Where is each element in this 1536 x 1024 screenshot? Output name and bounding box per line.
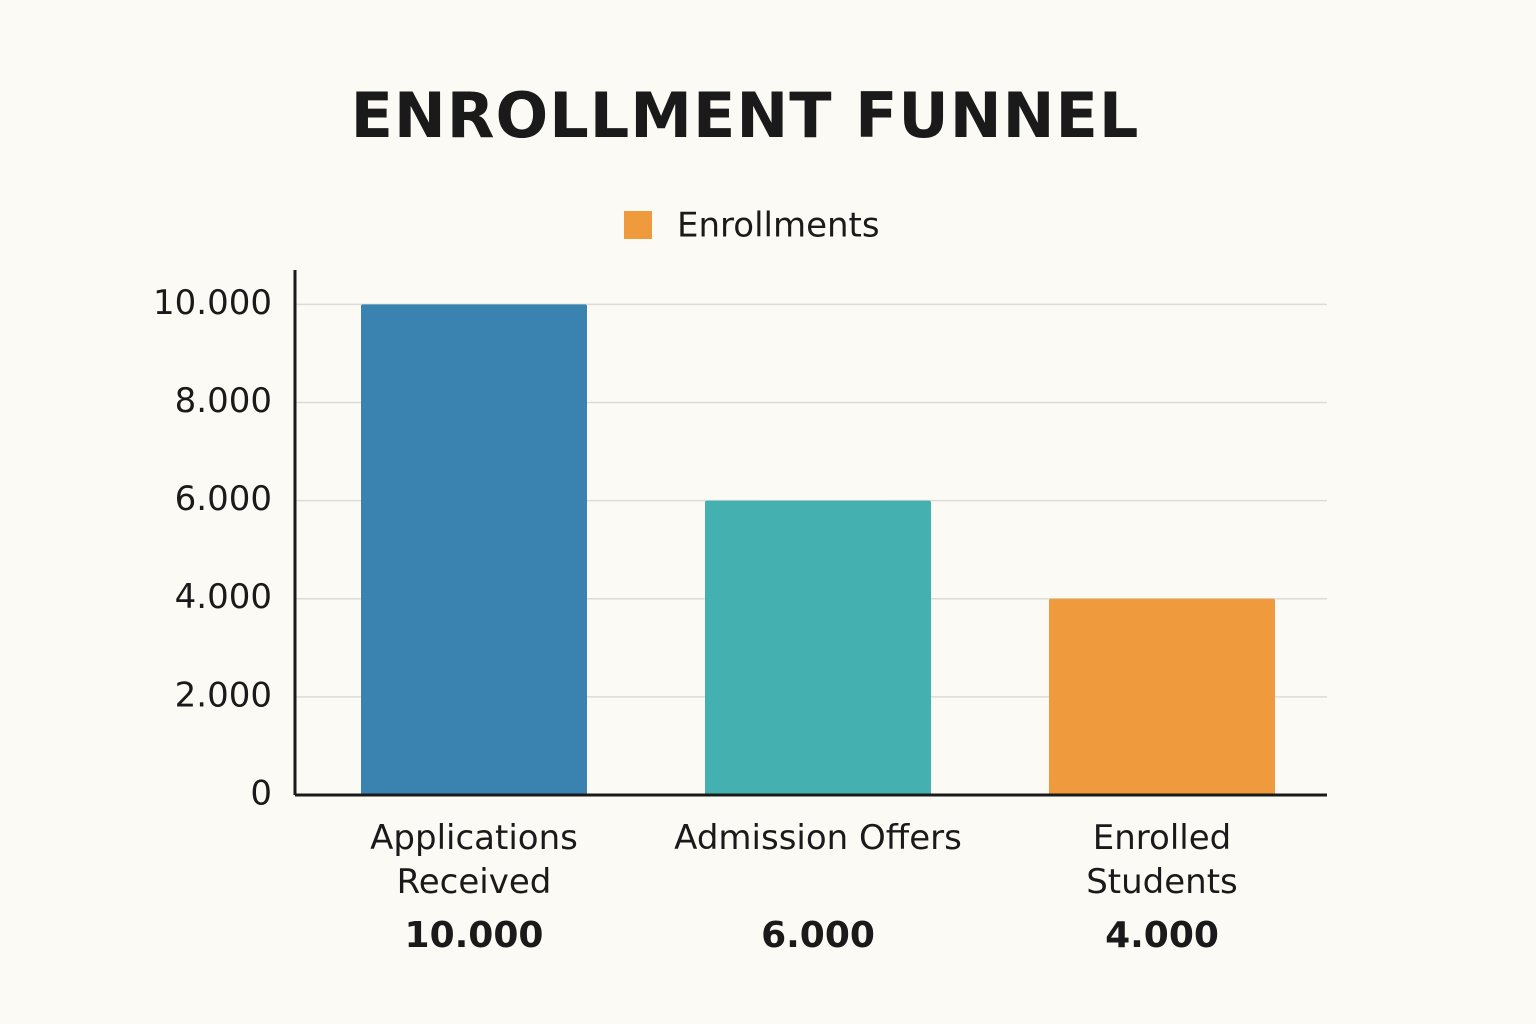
- value-label: 10.000: [405, 915, 544, 956]
- value-label: 6.000: [761, 915, 875, 956]
- y-tick-label: 6.000: [175, 479, 272, 519]
- x-tick-label: Enrolled Students: [1086, 818, 1238, 902]
- y-tick-label: 0: [250, 774, 272, 814]
- legend-label: Enrollments: [677, 206, 880, 246]
- y-tick-label: 10.000: [153, 283, 272, 323]
- value-label: 4.000: [1105, 915, 1219, 956]
- x-tick-label: Admission Offers: [674, 818, 962, 858]
- legend-swatch: [624, 211, 652, 239]
- bar: [705, 500, 931, 795]
- x-tick-label: Applications Received: [370, 818, 578, 902]
- y-tick-label: 4.000: [175, 577, 272, 617]
- y-tick-label: 8.000: [175, 381, 272, 421]
- y-tick-label: 2.000: [175, 675, 272, 715]
- bar: [361, 304, 587, 795]
- bar: [1049, 598, 1275, 795]
- chart-title: ENROLLMENT FUNNEL: [351, 79, 1140, 152]
